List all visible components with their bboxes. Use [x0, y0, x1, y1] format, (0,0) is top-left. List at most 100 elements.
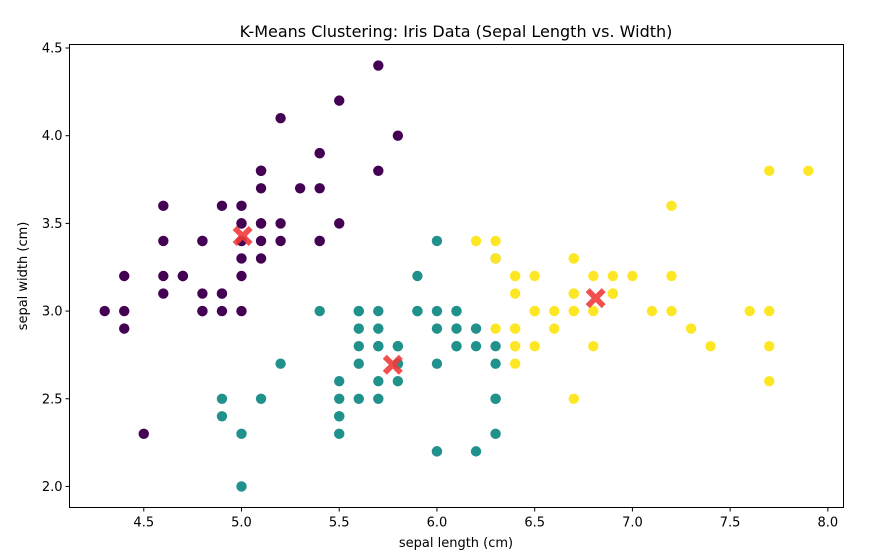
x-tick-label-1: 5.0	[231, 516, 252, 531]
data-point-cluster-0-32	[275, 112, 286, 124]
data-point-cluster-1-13	[353, 393, 364, 404]
data-point-cluster-0-42	[119, 270, 130, 282]
data-point-cluster-2-39	[568, 288, 579, 299]
data-point-cluster-1-23	[431, 358, 443, 369]
data-point-cluster-1-4	[275, 358, 286, 369]
data-point-cluster-0-6	[158, 235, 169, 247]
x-tick-label-3: 6.0	[427, 516, 448, 531]
data-point-cluster-0-30	[197, 288, 208, 299]
data-point-cluster-0-27	[275, 218, 286, 229]
data-point-cluster-0-21	[255, 183, 267, 194]
data-point-cluster-1-49	[431, 305, 443, 317]
y-tick-label-0: 2.0	[42, 480, 63, 495]
data-point-cluster-1-26	[490, 428, 501, 440]
data-point-cluster-1-25	[431, 235, 443, 247]
data-point-cluster-0-29	[177, 270, 189, 282]
data-point-cluster-1-14	[412, 270, 423, 282]
data-point-cluster-2-16	[685, 323, 697, 334]
data-point-cluster-2-19	[529, 270, 540, 282]
data-point-cluster-2-35	[764, 305, 775, 317]
data-point-cluster-1-17	[451, 340, 462, 352]
data-point-cluster-1-8	[451, 323, 462, 334]
data-point-cluster-1-3	[216, 411, 228, 422]
data-point-cluster-2-46	[509, 323, 521, 334]
data-point-cluster-1-18	[431, 323, 443, 334]
data-point-cluster-2-12	[568, 305, 579, 317]
data-point-cluster-1-35	[373, 323, 384, 334]
y-tick-label-5: 4.5	[42, 42, 63, 57]
data-point-cluster-2-20	[509, 358, 521, 369]
data-point-cluster-2-41	[588, 270, 599, 282]
data-point-cluster-1-29	[334, 376, 345, 387]
data-point-cluster-0-34	[216, 288, 228, 299]
data-point-cluster-2-24	[764, 165, 775, 176]
data-point-cluster-1-12	[470, 446, 482, 457]
data-point-cluster-1-51	[490, 393, 501, 404]
data-point-cluster-0-36	[334, 218, 345, 229]
data-point-cluster-2-26	[607, 270, 619, 282]
data-point-cluster-2-13	[646, 305, 658, 317]
data-point-cluster-2-21	[588, 305, 599, 317]
y-tick-label-4: 4.0	[42, 129, 63, 144]
data-point-cluster-1-5	[236, 481, 247, 492]
data-point-cluster-1-31	[392, 376, 404, 387]
data-point-cluster-2-22	[509, 270, 521, 282]
data-point-cluster-0-1	[216, 305, 228, 317]
chart-title: K-Means Clustering: Iris Data (Sepal Len…	[240, 22, 673, 41]
data-point-cluster-2-34	[509, 340, 521, 352]
data-point-cluster-0-48	[294, 183, 306, 194]
data-point-cluster-0-46	[255, 165, 267, 176]
axes-frame	[69, 44, 844, 508]
data-point-cluster-2-17	[568, 393, 579, 404]
x-tick-label-7: 8.0	[818, 516, 839, 531]
data-point-cluster-1-43	[431, 446, 443, 457]
data-point-cluster-1-41	[373, 393, 384, 404]
data-point-cluster-0-15	[373, 60, 384, 71]
data-point-cluster-0-28	[275, 235, 286, 247]
data-point-cluster-0-49	[236, 253, 247, 264]
x-tick-label-0: 4.5	[133, 516, 154, 531]
data-point-cluster-0-4	[236, 200, 247, 212]
data-point-cluster-2-7	[549, 305, 560, 317]
data-point-cluster-1-21	[334, 411, 345, 422]
y-tick-label-2: 3.0	[42, 305, 63, 320]
data-point-cluster-1-34	[373, 305, 384, 317]
data-point-cluster-0-41	[138, 428, 149, 440]
data-point-cluster-2-36	[490, 235, 501, 247]
data-point-cluster-2-25	[764, 376, 775, 387]
plot-area	[69, 44, 844, 508]
data-point-cluster-1-46	[470, 340, 482, 352]
data-point-cluster-1-37	[255, 393, 267, 404]
data-point-cluster-2-44	[470, 235, 482, 247]
data-point-cluster-0-45	[197, 305, 208, 317]
data-point-cluster-0-17	[255, 218, 267, 229]
data-point-cluster-2-11	[490, 253, 501, 264]
data-point-cluster-1-27	[353, 305, 364, 317]
x-tick-label-2: 5.5	[329, 516, 350, 531]
data-point-cluster-2-32	[705, 340, 716, 352]
x-tick-label-4: 6.5	[524, 516, 545, 531]
data-point-cluster-2-0	[627, 270, 638, 282]
data-point-cluster-0-24	[197, 235, 208, 247]
data-point-cluster-1-38	[373, 340, 384, 352]
data-point-cluster-1-48	[490, 340, 501, 352]
data-point-cluster-1-24	[314, 305, 325, 317]
data-point-cluster-0-33	[334, 95, 345, 106]
data-point-cluster-0-3	[158, 288, 169, 299]
centroid-layer	[232, 226, 606, 375]
y-tick-label-3: 3.5	[42, 217, 63, 232]
data-point-cluster-1-32	[236, 428, 247, 440]
data-point-cluster-2-27	[764, 340, 775, 352]
data-point-cluster-0-43	[236, 218, 247, 229]
data-point-cluster-0-35	[236, 270, 247, 282]
centroid-marker-0	[232, 226, 253, 247]
data-point-cluster-0-10	[314, 183, 325, 194]
data-point-cluster-1-0	[334, 428, 345, 440]
data-point-cluster-2-37	[509, 288, 521, 299]
data-point-cluster-0-31	[314, 235, 325, 247]
data-point-cluster-0-14	[392, 130, 404, 141]
data-point-cluster-1-9	[353, 323, 364, 334]
data-point-cluster-1-40	[216, 393, 228, 404]
data-point-cluster-2-8	[588, 340, 599, 352]
